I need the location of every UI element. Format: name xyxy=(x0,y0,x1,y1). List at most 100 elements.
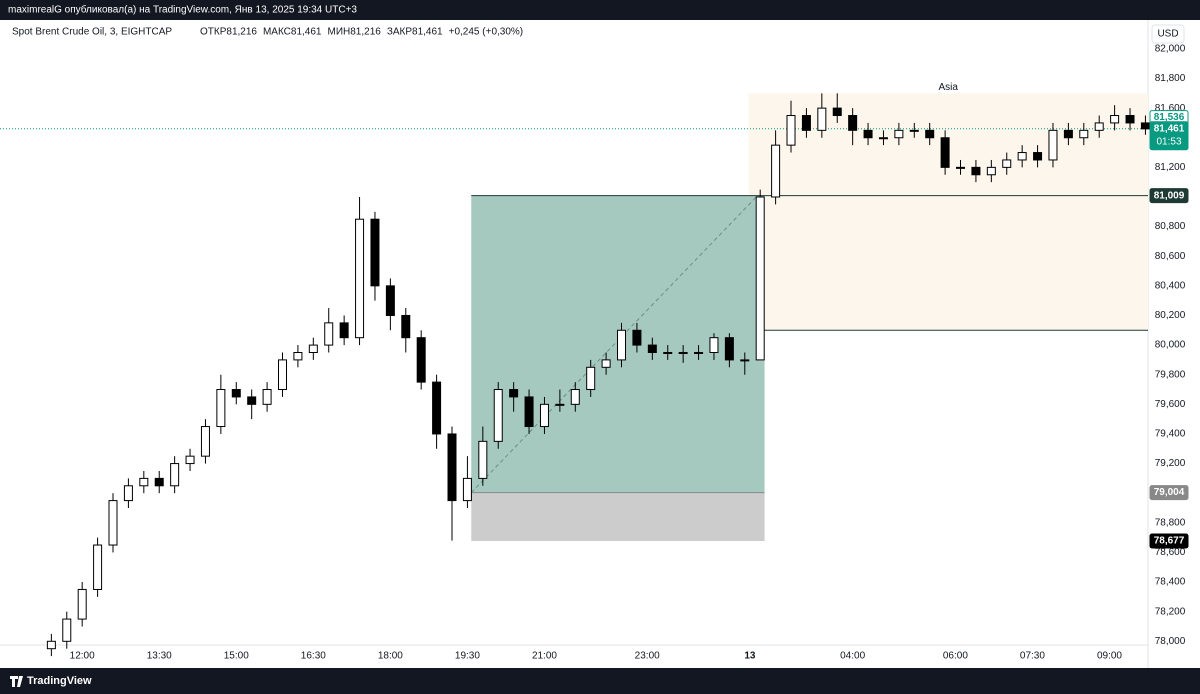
candle-body xyxy=(755,196,765,361)
x-tick-label: 21:00 xyxy=(532,651,557,662)
candle-body xyxy=(447,433,457,502)
y-tick-label: 78,600 xyxy=(1155,547,1186,558)
candle-body xyxy=(1063,129,1073,139)
logo xyxy=(10,676,23,687)
y-tick-label: 80,000 xyxy=(1155,340,1186,351)
candle-body xyxy=(925,129,935,139)
bottom-bar xyxy=(0,668,1200,694)
candle-body xyxy=(832,107,842,117)
price-label: 81,009 xyxy=(1154,190,1185,201)
candle-body xyxy=(663,351,673,354)
candle-body xyxy=(863,129,873,139)
candle-body xyxy=(247,396,257,405)
symbol: Spot Brent Crude Oil, 3, EIGHTCAP xyxy=(12,27,172,38)
candle-body xyxy=(894,129,904,139)
candle-body xyxy=(170,463,180,487)
price-label-box xyxy=(1149,485,1189,501)
candle-body xyxy=(308,344,318,353)
candle-body xyxy=(878,137,888,140)
candle-body xyxy=(709,337,719,353)
candle-body xyxy=(570,389,580,405)
candle-body xyxy=(432,381,442,435)
price-label-box xyxy=(1149,188,1189,204)
candle-body xyxy=(462,477,472,502)
y-tick-label: 79,200 xyxy=(1155,458,1186,469)
candle-body xyxy=(1140,122,1150,130)
x-tick-label: 23:00 xyxy=(635,651,660,662)
y-tick-label: 82,000 xyxy=(1155,44,1186,55)
candle-body xyxy=(493,389,503,442)
session-label: Asia xyxy=(938,82,958,93)
candle-body xyxy=(801,115,811,131)
candle-body xyxy=(478,440,488,479)
currency-box[interactable] xyxy=(1151,24,1185,44)
candle-body xyxy=(986,166,996,176)
candle-body xyxy=(586,366,596,391)
candle-body xyxy=(1033,152,1043,161)
x-tick-label: 16:30 xyxy=(301,651,326,662)
top-bar xyxy=(0,0,1200,20)
legend-item: ОТКР81,216 xyxy=(200,27,257,38)
candle-body xyxy=(77,588,87,620)
candle-body xyxy=(200,426,210,457)
price-label: 79,004 xyxy=(1154,487,1185,498)
candle-body xyxy=(324,322,334,346)
price-label: 78,677 xyxy=(1154,536,1185,547)
candle-body xyxy=(694,351,704,354)
candle-body xyxy=(385,285,395,316)
y-tick-label: 79,600 xyxy=(1155,399,1186,410)
y-tick-label: 79,800 xyxy=(1155,369,1186,380)
legend-item: +0,245 (+0,30%) xyxy=(449,27,524,38)
y-tick-label: 79,400 xyxy=(1155,429,1186,440)
y-tick-label: 78,000 xyxy=(1155,636,1186,647)
brand: TradingView xyxy=(27,675,92,687)
legend-item: МИН81,216 xyxy=(328,27,382,38)
candle-body xyxy=(632,329,642,346)
y-tick-label: 81,800 xyxy=(1155,73,1186,84)
price-label-box xyxy=(1149,121,1189,151)
candle-body xyxy=(1002,159,1012,168)
x-tick-label: 06:00 xyxy=(943,651,968,662)
candle-body xyxy=(817,107,827,131)
candle-body xyxy=(278,359,288,391)
candle-body xyxy=(185,455,195,465)
candle-body xyxy=(154,477,164,487)
currency[interactable]: USD xyxy=(1157,29,1178,40)
legend-item: МАКС81,461 xyxy=(263,27,322,38)
y-tick-label: 80,400 xyxy=(1155,280,1186,291)
x-tick-label: 07:30 xyxy=(1020,651,1045,662)
candle-body xyxy=(108,500,118,546)
x-tick-label: 19:30 xyxy=(455,651,480,662)
x-tick-label: 15:00 xyxy=(224,651,249,662)
trade-path xyxy=(470,195,758,493)
y-tick-label: 80,200 xyxy=(1155,310,1186,321)
candle-body xyxy=(62,618,72,642)
legend-item: ЗАКР81,461 xyxy=(387,27,443,38)
x-tick-label: 13 xyxy=(744,651,756,662)
price-label: 81,536 xyxy=(1154,112,1185,123)
candle-body xyxy=(971,166,981,176)
y-tick-label: 78,200 xyxy=(1155,606,1186,617)
x-tick-label: 04:00 xyxy=(840,651,865,662)
x-tick-label: 09:00 xyxy=(1097,651,1122,662)
y-tick-label: 78,400 xyxy=(1155,577,1186,588)
candle-body xyxy=(617,329,627,361)
candle-body xyxy=(909,129,919,132)
candle-body xyxy=(678,351,688,354)
candle-body xyxy=(848,115,858,131)
stop-zone xyxy=(471,492,765,542)
candle-body xyxy=(216,389,226,428)
candle-body xyxy=(231,389,241,398)
candle-body xyxy=(339,322,349,339)
candle-body xyxy=(940,137,950,168)
candle-body xyxy=(1048,129,1058,161)
candle-body xyxy=(1079,129,1089,139)
countdown: 01:53 xyxy=(1156,136,1181,147)
candle-body xyxy=(1110,115,1120,124)
candle-body xyxy=(139,477,149,487)
candle-body xyxy=(956,166,966,169)
candle-body xyxy=(1017,152,1027,161)
candle-body xyxy=(123,485,133,502)
price-label-box xyxy=(1149,533,1189,549)
